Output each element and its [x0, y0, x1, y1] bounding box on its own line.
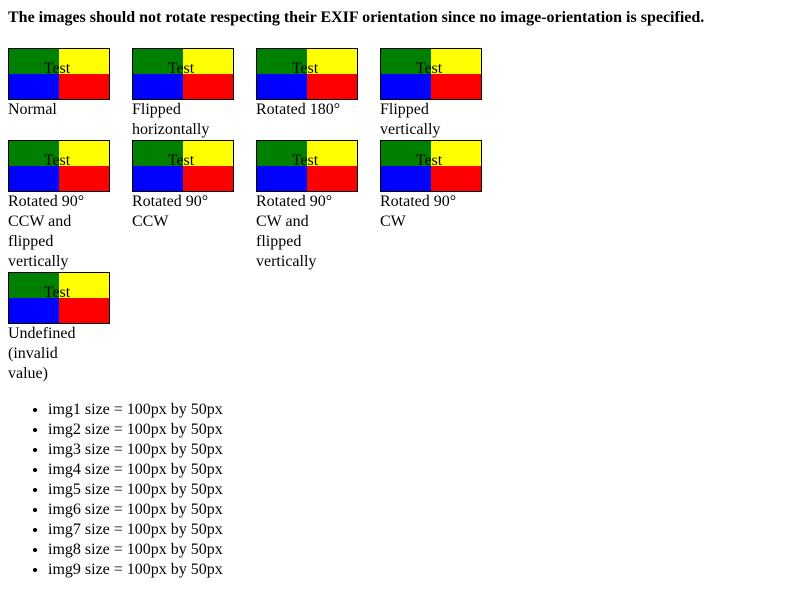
test-image-label: Test: [167, 152, 195, 169]
blue-quadrant: [381, 74, 431, 99]
image-cell-undefined: Test Undefined (invalid value): [8, 272, 132, 384]
image-cell-rotated-90-cw-flipped: Test Rotated 90° CW and flipped vertical…: [256, 140, 380, 272]
list-item: img9 size = 100px by 50px: [48, 560, 792, 580]
image-cell-rotated-90-ccw-flipped: Test Rotated 90° CCW and flipped vertica…: [8, 140, 132, 272]
blue-quadrant: [257, 166, 307, 191]
red-quadrant: [183, 74, 233, 99]
yellow-quadrant: [59, 49, 109, 74]
test-image: Test: [8, 272, 110, 324]
green-quadrant: [381, 141, 431, 166]
test-image-label: Test: [291, 60, 319, 77]
blue-quadrant: [9, 74, 59, 99]
image-grid: Test Normal Test Flipped horizontally: [8, 48, 792, 384]
test-image-label: Test: [167, 60, 195, 77]
red-quadrant: [307, 74, 357, 99]
image-cell-rotated-90-ccw: Test Rotated 90° CCW: [132, 140, 256, 232]
test-image: Test: [256, 48, 358, 100]
list-item: img5 size = 100px by 50px: [48, 480, 792, 500]
test-image: Test: [380, 140, 482, 192]
test-image-label: Test: [43, 60, 71, 77]
yellow-quadrant: [183, 141, 233, 166]
image-row: Test Normal Test Flipped horizontally: [8, 48, 792, 140]
test-image: Test: [132, 48, 234, 100]
red-quadrant: [431, 74, 481, 99]
red-quadrant: [183, 166, 233, 191]
yellow-quadrant: [59, 141, 109, 166]
red-quadrant: [431, 166, 481, 191]
green-quadrant: [257, 49, 307, 74]
red-quadrant: [59, 166, 109, 191]
page-heading: The images should not rotate respecting …: [8, 9, 705, 26]
red-quadrant: [59, 74, 109, 99]
image-row: Test Rotated 90° CCW and flipped vertica…: [8, 140, 792, 272]
image-cell-flipped-horizontally: Test Flipped horizontally: [132, 48, 256, 140]
image-cell-rotated-180: Test Rotated 180°: [256, 48, 380, 120]
test-image: Test: [8, 140, 110, 192]
red-quadrant: [59, 298, 109, 323]
blue-quadrant: [9, 166, 59, 191]
image-caption: Rotated 90° CW and flipped vertically: [256, 193, 333, 270]
size-list: img1 size = 100px by 50px img2 size = 10…: [8, 400, 792, 580]
test-image: Test: [132, 140, 234, 192]
blue-quadrant: [133, 166, 183, 191]
green-quadrant: [257, 141, 307, 166]
image-cell-flipped-vertically: Test Flipped vertically: [380, 48, 504, 140]
blue-quadrant: [381, 166, 431, 191]
green-quadrant: [9, 49, 59, 74]
yellow-quadrant: [183, 49, 233, 74]
test-image-label: Test: [415, 60, 443, 77]
yellow-quadrant: [307, 49, 357, 74]
red-quadrant: [307, 166, 357, 191]
image-caption: Flipped horizontally: [132, 101, 210, 138]
image-cell-rotated-90-cw: Test Rotated 90° CW: [380, 140, 504, 232]
image-caption: Rotated 90° CCW: [132, 193, 209, 230]
test-image: Test: [380, 48, 482, 100]
yellow-quadrant: [307, 141, 357, 166]
yellow-quadrant: [431, 141, 481, 166]
list-item: img6 size = 100px by 50px: [48, 500, 792, 520]
test-image: Test: [8, 48, 110, 100]
yellow-quadrant: [431, 49, 481, 74]
test-image-label: Test: [43, 152, 71, 169]
image-caption: Undefined (invalid value): [8, 325, 76, 382]
image-caption: Rotated 180°: [256, 101, 341, 118]
list-item: img7 size = 100px by 50px: [48, 520, 792, 540]
blue-quadrant: [133, 74, 183, 99]
green-quadrant: [381, 49, 431, 74]
green-quadrant: [133, 49, 183, 74]
green-quadrant: [9, 273, 59, 298]
test-image-label: Test: [415, 152, 443, 169]
blue-quadrant: [9, 298, 59, 323]
list-item: img2 size = 100px by 50px: [48, 420, 792, 440]
image-caption: Flipped vertically: [380, 101, 441, 138]
image-row: Test Undefined (invalid value): [8, 272, 792, 384]
test-image-label: Test: [43, 284, 71, 301]
list-item: img3 size = 100px by 50px: [48, 440, 792, 460]
blue-quadrant: [257, 74, 307, 99]
list-item: img1 size = 100px by 50px: [48, 400, 792, 420]
image-caption: Rotated 90° CCW and flipped vertically: [8, 193, 85, 270]
green-quadrant: [9, 141, 59, 166]
test-image-label: Test: [291, 152, 319, 169]
page: The images should not rotate respecting …: [8, 8, 792, 580]
green-quadrant: [133, 141, 183, 166]
image-caption: Rotated 90° CW: [380, 193, 457, 230]
list-item: img4 size = 100px by 50px: [48, 460, 792, 480]
image-cell-normal: Test Normal: [8, 48, 132, 120]
image-caption: Normal: [8, 101, 57, 118]
yellow-quadrant: [59, 273, 109, 298]
list-item: img8 size = 100px by 50px: [48, 540, 792, 560]
test-image: Test: [256, 140, 358, 192]
